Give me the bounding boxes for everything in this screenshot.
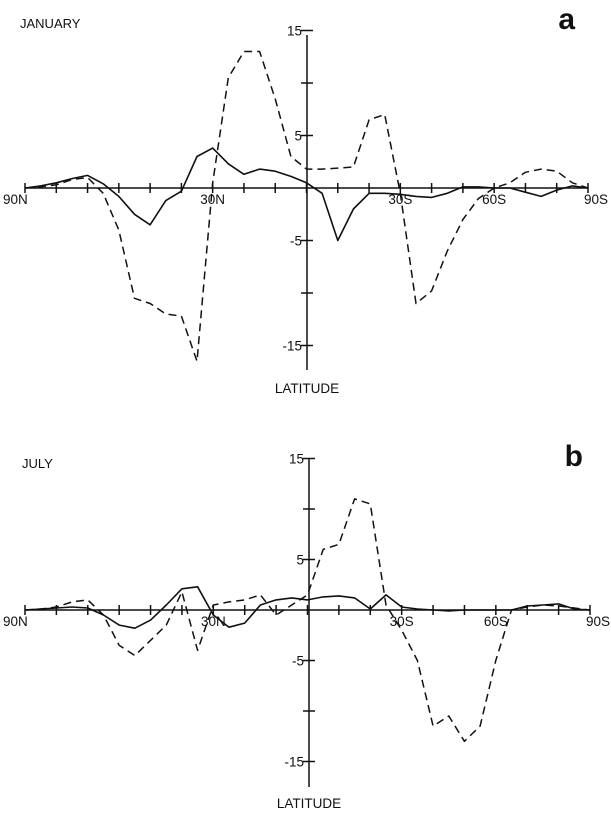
panel-letter: b	[565, 440, 583, 473]
series-group	[24, 50, 589, 363]
series-group	[24, 498, 591, 743]
panel-january: JANUARY a LATITUDE 90N 30N 30S 60S 90S 155-5…	[3, 3, 608, 396]
y-tick-label: -5	[290, 234, 302, 249]
y-tick-labels: 15 5 -5 -15	[282, 24, 302, 354]
x-axis-title: LATITUDE	[275, 381, 339, 396]
x-tick-label: 90S	[584, 192, 608, 207]
y-tick-label: 5	[294, 129, 302, 144]
panel-title: JULY	[22, 456, 53, 471]
x-tick-label: 90S	[586, 614, 610, 629]
x-tick-label: 60S	[482, 192, 506, 207]
x-tick-label: 30N	[200, 192, 225, 207]
x-tick-label: 90N	[3, 614, 28, 629]
panel-title: JANUARY	[20, 16, 81, 31]
y-tick-label: -15	[282, 339, 302, 354]
panel-letter: a	[558, 3, 575, 36]
y-tick-labels: 15 5 -5 -15	[284, 452, 304, 770]
y-ticks	[301, 29, 313, 347]
y-tick-label: 15	[289, 452, 304, 467]
y-tick-label: -15	[284, 755, 304, 770]
panel-july: JULY b LATITUDE 90N 30N 30S 60S 90S 15 5 -5 -15	[3, 440, 610, 811]
y-tick-label: 5	[296, 553, 304, 568]
x-tick-label: 30S	[390, 614, 414, 629]
x-tick-labels: 90N 30N 30S 60S 90S	[3, 614, 610, 629]
series-line-dashed	[24, 50, 589, 363]
series-line-solid	[24, 147, 589, 242]
y-ticks	[303, 457, 315, 763]
x-tick-label: 30N	[201, 614, 226, 629]
x-axis-title: LATITUDE	[277, 796, 341, 811]
x-tick-label: 90N	[3, 192, 28, 207]
x-tick-labels: 90N 30N 30S 60S 90S	[3, 192, 608, 207]
y-tick-label: -5	[292, 654, 304, 669]
y-tick-label: 15	[287, 24, 302, 39]
x-tick-label: 60S	[484, 614, 508, 629]
series-line-dashed	[24, 498, 591, 743]
series-line-solid	[24, 585, 591, 630]
